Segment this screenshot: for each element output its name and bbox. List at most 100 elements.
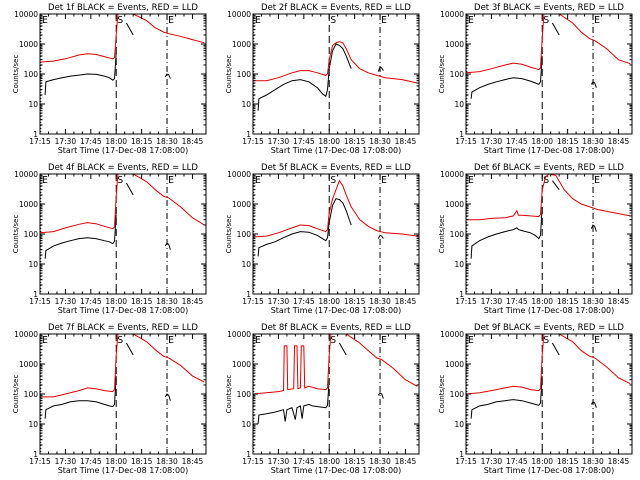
series-events-line <box>590 401 597 408</box>
y-axis-label: Counts/sec <box>438 55 446 94</box>
y-tick-label: 10 <box>454 100 464 109</box>
x-tick-label: 18:00 <box>531 137 553 146</box>
marker-label: S <box>543 175 549 186</box>
series-lld-line <box>345 334 418 387</box>
y-tick-label: 10 <box>454 260 464 269</box>
y-tick-label: 1 <box>246 130 251 139</box>
x-tick-label: 17:15 <box>29 297 51 306</box>
marker-label: E <box>381 335 387 346</box>
series-lld-line <box>132 174 205 226</box>
series-lld-line <box>466 174 631 221</box>
marker-label: E <box>594 175 600 186</box>
x-tick-label: 18:45 <box>608 137 630 146</box>
marker-label: E <box>42 335 48 346</box>
series-lld-line <box>558 14 631 65</box>
x-tick-label: 17:15 <box>455 297 477 306</box>
y-tick-label: 1000 <box>19 360 38 369</box>
plot-frame <box>39 173 207 295</box>
series-lld-line <box>40 14 119 63</box>
x-tick-label: 18:15 <box>344 137 366 146</box>
series-events-line <box>257 379 330 425</box>
y-tick-label: 10000 <box>14 330 38 339</box>
y-tick-label: 10 <box>454 420 464 429</box>
series-lld-line <box>466 14 545 74</box>
x-tick-label: 18:30 <box>369 297 391 306</box>
y-tick-label: 1 <box>246 450 251 459</box>
y-tick-label: 1000 <box>19 40 38 49</box>
x-tick-label: 17:30 <box>55 297 77 306</box>
y-tick-label: 10000 <box>227 170 251 179</box>
y-tick-label: 10000 <box>227 330 251 339</box>
x-tick-label: 18:45 <box>182 137 204 146</box>
series-events-line <box>125 182 134 196</box>
marker-label: E <box>168 335 174 346</box>
x-tick-label: 18:00 <box>105 297 127 306</box>
y-tick-label: 10000 <box>440 10 464 19</box>
panel-title: Det 5f BLACK = Events, RED = LLD <box>261 163 411 173</box>
x-tick-label: 18:00 <box>318 457 340 466</box>
x-tick-label: 17:30 <box>55 137 77 146</box>
x-tick-label: 18:00 <box>318 137 340 146</box>
y-axis-label: Counts/sec <box>12 55 20 94</box>
x-tick-label: 18:00 <box>531 297 553 306</box>
x-tick-label: 18:15 <box>131 457 153 466</box>
series-events-line <box>164 393 171 401</box>
marker-label: E <box>42 15 48 26</box>
panel-title: Det 1f BLACK = Events, RED = LLD <box>48 3 198 13</box>
series-lld-line <box>132 334 205 383</box>
marker-label: E <box>42 175 48 186</box>
marker-label: S <box>117 175 123 186</box>
plot-frame <box>252 333 420 455</box>
y-tick-label: 1000 <box>19 200 38 209</box>
series-events-line <box>590 224 597 232</box>
y-tick-label: 1000 <box>232 360 251 369</box>
y-tick-label: 10 <box>28 100 38 109</box>
y-tick-label: 1000 <box>445 360 464 369</box>
x-tick-label: 17:30 <box>481 457 503 466</box>
series-events-line <box>164 73 171 79</box>
y-tick-label: 10 <box>241 100 251 109</box>
plot-frame <box>465 173 633 295</box>
x-tick-label: 18:15 <box>557 137 579 146</box>
plot-frame <box>252 13 420 135</box>
panel-title: Det 6f BLACK = Events, RED = LLD <box>474 163 624 173</box>
y-tick-label: 10000 <box>14 10 38 19</box>
marker-label: S <box>543 15 549 26</box>
x-axis-label: Start Time (17-Dec-08 17:08:00) <box>271 146 402 155</box>
x-tick-label: 17:45 <box>293 457 315 466</box>
plot-frame <box>465 333 633 455</box>
series-events-line <box>338 342 347 356</box>
y-tick-label: 10 <box>28 260 38 269</box>
x-axis-label: Start Time (17-Dec-08 17:08:00) <box>271 306 402 315</box>
x-axis-label: Start Time (17-Dec-08 17:08:00) <box>58 466 189 475</box>
x-axis-label: Start Time (17-Dec-08 17:08:00) <box>484 306 615 315</box>
x-tick-label: 17:45 <box>506 297 528 306</box>
x-tick-label: 18:30 <box>582 457 604 466</box>
x-axis-label: Start Time (17-Dec-08 17:08:00) <box>271 466 402 475</box>
marker-label: S <box>117 335 123 346</box>
series-events-line <box>125 342 134 356</box>
y-tick-label: 100 <box>450 390 465 399</box>
y-tick-label: 100 <box>237 70 252 79</box>
x-tick-label: 18:45 <box>608 457 630 466</box>
y-tick-label: 10000 <box>440 330 464 339</box>
y-tick-label: 1 <box>459 130 464 139</box>
marker-label: S <box>330 335 336 346</box>
y-tick-label: 10000 <box>440 170 464 179</box>
series-lld-line <box>253 179 418 238</box>
y-tick-label: 1 <box>33 130 38 139</box>
y-tick-label: 1000 <box>445 40 464 49</box>
x-tick-label: 18:15 <box>344 297 366 306</box>
x-tick-label: 18:00 <box>105 137 127 146</box>
marker-label: E <box>468 335 474 346</box>
x-tick-label: 18:45 <box>182 457 204 466</box>
x-tick-label: 17:15 <box>29 137 51 146</box>
x-tick-label: 17:45 <box>506 457 528 466</box>
marker-label: E <box>594 335 600 346</box>
x-tick-label: 17:15 <box>29 457 51 466</box>
marker-label: E <box>594 15 600 26</box>
x-tick-label: 18:30 <box>156 297 178 306</box>
